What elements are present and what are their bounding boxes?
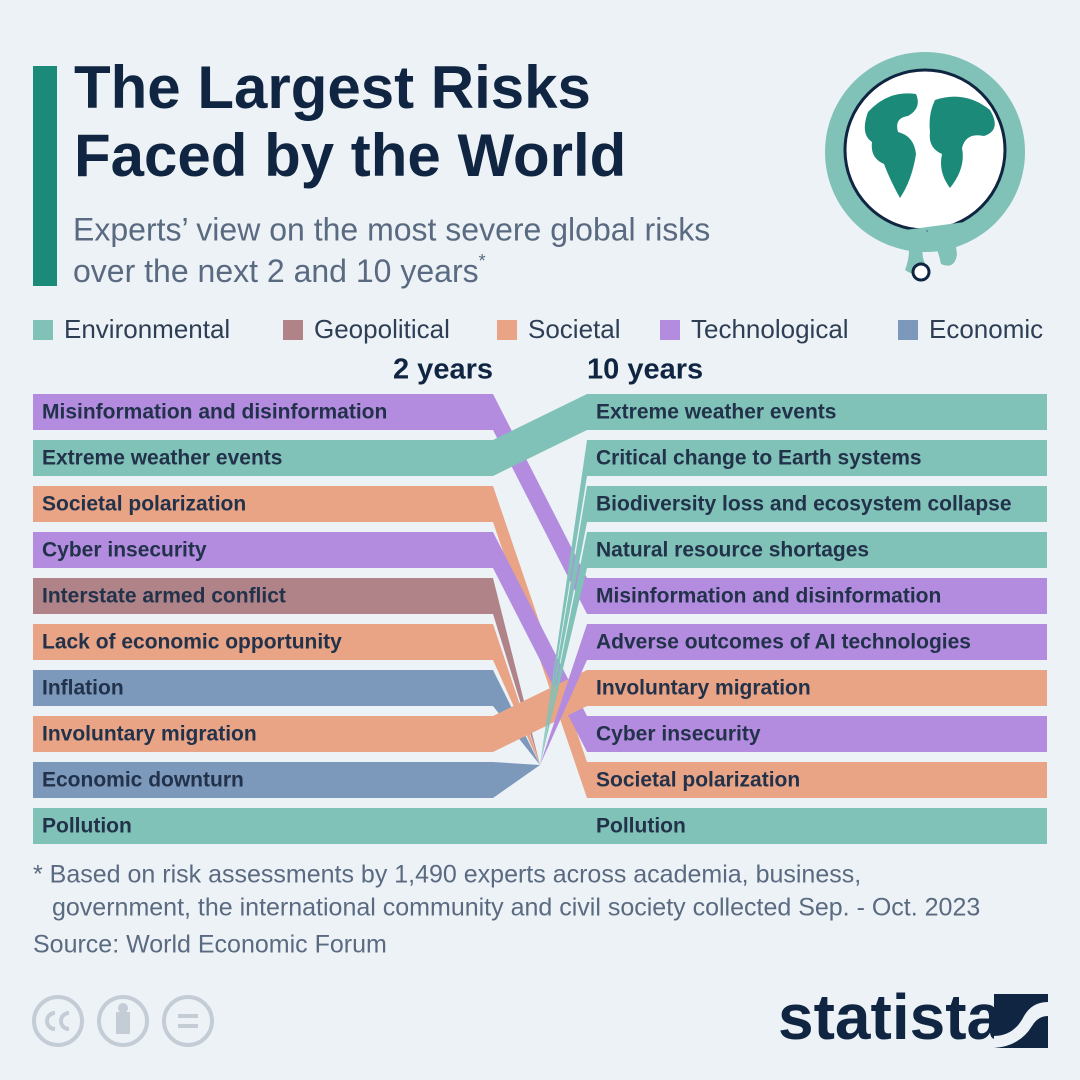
risk-bar: [33, 762, 493, 798]
legend-label: Geopolitical: [314, 314, 450, 344]
legend-swatch: [898, 320, 918, 340]
risk-label: Cyber insecurity: [42, 539, 207, 562]
risk-bar: [33, 440, 493, 476]
legend-label: Economic: [929, 314, 1043, 344]
risk-label: Critical change to Earth systems: [596, 447, 922, 470]
footnote-line: * Based on risk assessments by 1,490 exp…: [33, 861, 861, 889]
risk-label: Misinformation and disinformation: [596, 585, 941, 608]
title-line: The Largest Risks: [74, 54, 591, 121]
subtitle-mark: *: [479, 251, 486, 271]
legend-swatch: [283, 320, 303, 340]
risk-label: Natural resource shortages: [596, 539, 869, 562]
risk-bar: [587, 394, 1047, 430]
risk-bar: [587, 440, 1047, 476]
risk-bar: [587, 762, 1047, 798]
legend-label: Societal: [528, 314, 621, 344]
subtitle-line: over the next 2 and 10 years*: [73, 251, 486, 290]
connector: [540, 486, 587, 765]
legend-swatch: [497, 320, 517, 340]
connector: [540, 440, 587, 765]
legend-swatch: [660, 320, 680, 340]
risk-bar: [587, 670, 1047, 706]
risk-bar: [33, 624, 493, 660]
risk-bar: [33, 394, 493, 430]
legend-swatch: [33, 320, 53, 340]
brand-logo: statista: [778, 981, 1003, 1053]
risk-label: Misinformation and disinformation: [42, 401, 387, 424]
risk-bar: [587, 624, 1047, 660]
risk-bar: [33, 808, 493, 844]
risk-bar: [33, 578, 493, 614]
globe-icon: [825, 52, 1025, 282]
risk-bar: [33, 532, 493, 568]
title-line: Faced by the World: [74, 122, 626, 189]
risk-label: Extreme weather events: [42, 447, 282, 470]
brand-mark: [994, 994, 1048, 1048]
risk-label: Societal polarization: [596, 769, 800, 792]
risk-bar: [587, 578, 1047, 614]
column-header: 2 years: [393, 354, 493, 386]
risk-label: Cyber insecurity: [596, 723, 761, 746]
risk-label: Interstate armed conflict: [42, 585, 286, 608]
risk-label: Economic downturn: [42, 769, 244, 792]
connector: [540, 624, 587, 765]
connector: [540, 532, 587, 765]
column-header: 10 years: [587, 354, 703, 386]
connector: [493, 394, 587, 476]
source: Source: World Economic Forum: [33, 931, 387, 959]
risk-bar: [587, 486, 1047, 522]
connector: [493, 808, 587, 844]
risk-label: Adverse outcomes of AI technologies: [596, 631, 971, 654]
risk-label: Involuntary migration: [42, 723, 257, 746]
connector: [493, 670, 587, 752]
risk-bar: [33, 670, 493, 706]
risk-bar: [587, 716, 1047, 752]
risk-label: Lack of economic opportunity: [42, 631, 342, 654]
risk-bar: [587, 808, 1047, 844]
risk-label: Biodiversity loss and ecosystem collapse: [596, 493, 1012, 516]
risk-label: Extreme weather events: [596, 401, 836, 424]
license-icons: [32, 995, 214, 1047]
risk-bar: [587, 532, 1047, 568]
risk-label: Involuntary migration: [596, 677, 811, 700]
risk-label: Inflation: [42, 677, 124, 700]
risk-bar: [33, 716, 493, 752]
risk-label: Societal polarization: [42, 493, 246, 516]
risk-label: Pollution: [42, 815, 132, 838]
risk-bar: [33, 486, 493, 522]
connectors: [493, 394, 587, 844]
subtitle-line: Experts’ view on the most severe global …: [73, 211, 710, 247]
legend-label: Technological: [691, 314, 849, 344]
subtitle-text: over the next 2 and 10 years: [73, 253, 479, 289]
risk-label: Pollution: [596, 815, 686, 838]
footnote-line: government, the international community …: [52, 894, 980, 922]
legend-label: Environmental: [64, 314, 230, 344]
accent-bar: [33, 66, 57, 286]
chart: Environmental Geopolitical Societal Technol…: [33, 314, 1047, 844]
connector: [493, 762, 540, 798]
